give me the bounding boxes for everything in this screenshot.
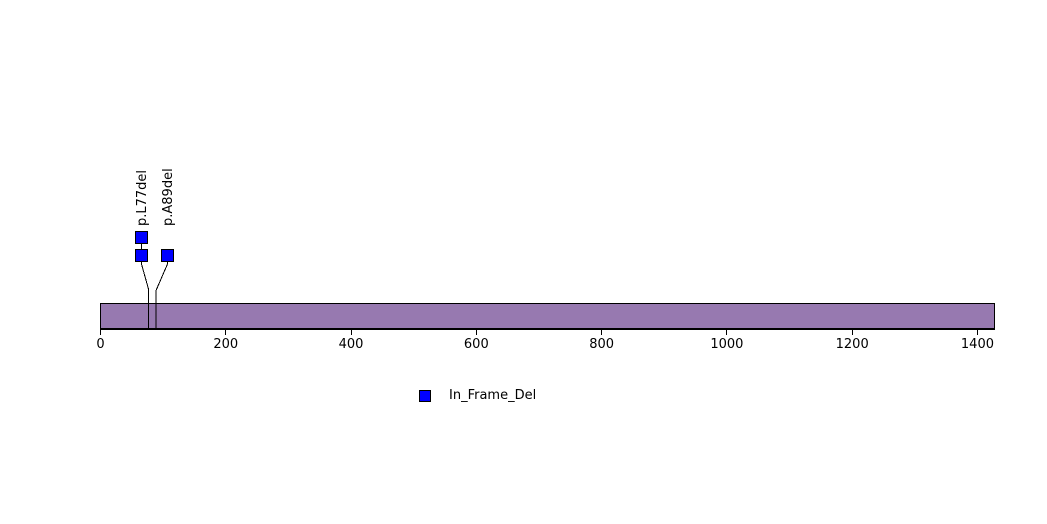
x-axis-tick-label: 800 (589, 337, 615, 352)
x-axis-tick-label: 400 (338, 337, 364, 352)
x-axis-tick (851, 329, 853, 335)
mutation-label: p.L77del (134, 169, 150, 226)
legend: In_Frame_Del (419, 389, 536, 402)
x-axis-tick (976, 329, 978, 335)
x-axis-tick-label: 1400 (960, 337, 994, 352)
x-axis-line (100, 329, 995, 330)
x-axis-tick-label: 200 (213, 337, 239, 352)
mutation-marker[interactable] (135, 249, 148, 262)
x-axis-tick-label: 1200 (835, 337, 869, 352)
x-axis-tick (225, 329, 227, 335)
x-axis-tick-label: 1000 (710, 337, 744, 352)
x-axis-tick (100, 329, 101, 335)
legend-swatch (419, 389, 431, 402)
legend-label: In_Frame_Del (449, 388, 537, 403)
x-axis-tick (726, 329, 728, 335)
mutation-marker[interactable] (161, 249, 174, 262)
x-axis-tick-label: 600 (463, 337, 489, 352)
x-axis-tick-label: 0 (96, 337, 105, 352)
protein-backbone-bar (100, 303, 995, 329)
mutation-marker[interactable] (135, 231, 148, 244)
x-axis-tick (350, 329, 352, 335)
mutation-label: p.A89del (160, 168, 176, 226)
x-axis-tick (475, 329, 477, 335)
x-axis-tick (601, 329, 603, 335)
